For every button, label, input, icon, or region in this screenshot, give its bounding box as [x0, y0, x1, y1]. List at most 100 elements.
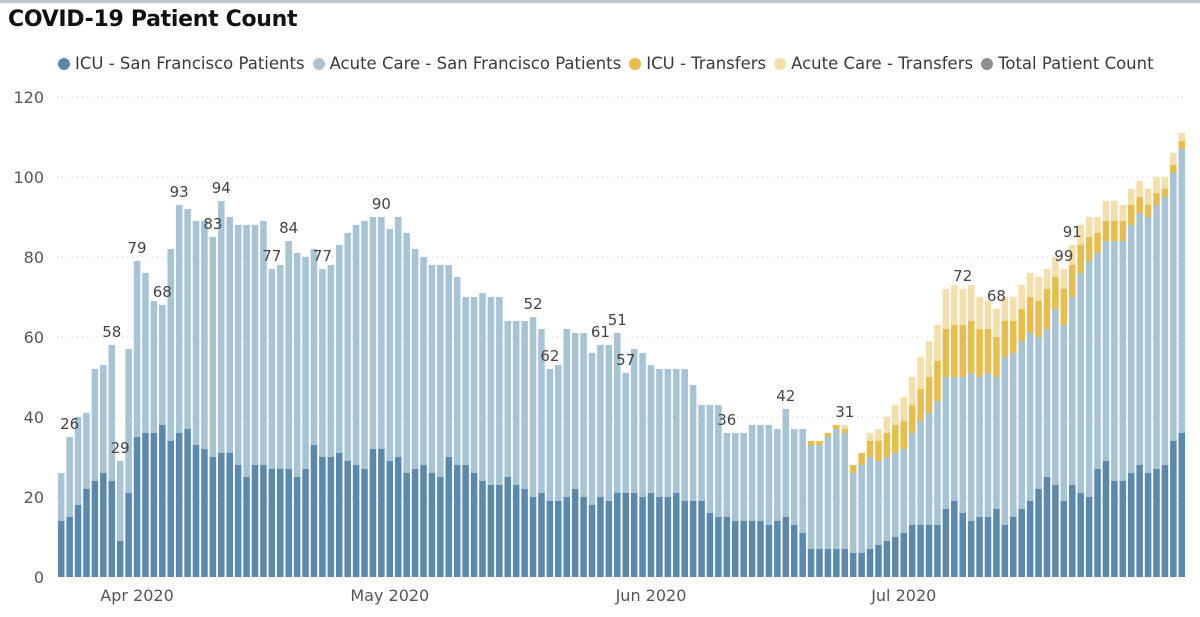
bar-segment-4[interactable]	[967, 285, 975, 321]
bar-segment-1[interactable]	[293, 477, 301, 577]
bar-segment-4[interactable]	[976, 297, 983, 329]
bar-segment-1[interactable]	[790, 525, 798, 577]
bar-segment-2[interactable]	[563, 329, 571, 497]
bar-segment-4[interactable]	[866, 433, 874, 441]
bar-segment-4[interactable]	[917, 357, 924, 389]
bar-segment-2[interactable]	[807, 445, 815, 549]
bar-segment-4[interactable]	[1111, 201, 1118, 221]
bar-segment-2[interactable]	[942, 377, 950, 509]
bar-segment-4[interactable]	[1144, 189, 1152, 205]
bar-segment-2[interactable]	[243, 225, 250, 477]
bar-segment-4[interactable]	[1094, 217, 1101, 233]
bar-segment-1[interactable]	[394, 457, 402, 577]
bar-segment-1[interactable]	[335, 453, 343, 577]
bar-segment-1[interactable]	[361, 469, 368, 577]
bar-segment-1[interactable]	[993, 509, 1000, 577]
bar-segment-2[interactable]	[715, 405, 722, 517]
bar-segment-1[interactable]	[555, 501, 562, 577]
bar-segment-3[interactable]	[833, 425, 840, 429]
bar-segment-1[interactable]	[1102, 461, 1110, 577]
bar-segment-1[interactable]	[546, 501, 554, 577]
bar-segment-3[interactable]	[1127, 205, 1135, 225]
bar-segment-2[interactable]	[639, 353, 646, 497]
bar-segment-2[interactable]	[386, 229, 394, 461]
bar-segment-1[interactable]	[521, 489, 528, 577]
bar-segment-3[interactable]	[1077, 245, 1084, 273]
bar-segment-3[interactable]	[1009, 321, 1017, 353]
bar-segment-1[interactable]	[1119, 481, 1127, 577]
bar-segment-1[interactable]	[243, 477, 250, 577]
bar-segment-2[interactable]	[984, 373, 992, 517]
bar-segment-3[interactable]	[984, 329, 992, 373]
bar-segment-1[interactable]	[639, 497, 646, 577]
bar-segment-1[interactable]	[496, 485, 503, 577]
bar-segment-1[interactable]	[175, 433, 183, 577]
legend-item-icu-sf[interactable]: ICU - San Francisco Patients	[58, 54, 305, 73]
bar-segment-2[interactable]	[167, 249, 175, 441]
bar-segment-1[interactable]	[74, 505, 82, 577]
bar-segment-2[interactable]	[883, 457, 891, 541]
bar-segment-2[interactable]	[799, 429, 806, 533]
bar-segment-3[interactable]	[959, 325, 967, 377]
bar-segment-1[interactable]	[276, 469, 284, 577]
bar-segment-4[interactable]	[925, 341, 933, 377]
bar-segment-1[interactable]	[976, 517, 983, 577]
bar-segment-2[interactable]	[875, 461, 882, 545]
bar-segment-1[interactable]	[1001, 525, 1009, 577]
bar-segment-1[interactable]	[1085, 497, 1093, 577]
bar-segment-4[interactable]	[934, 325, 941, 361]
bar-segment-1[interactable]	[630, 493, 638, 577]
bar-segment-3[interactable]	[1043, 289, 1051, 329]
bar-segment-2[interactable]	[731, 433, 739, 521]
bar-segment-2[interactable]	[411, 249, 419, 469]
bar-segment-3[interactable]	[807, 441, 815, 445]
bar-segment-2[interactable]	[1127, 225, 1135, 473]
bar-segment-2[interactable]	[462, 297, 469, 465]
bar-segment-2[interactable]	[74, 417, 82, 505]
bar-segment-3[interactable]	[883, 433, 891, 457]
bar-segment-2[interactable]	[1144, 217, 1152, 473]
bar-segment-2[interactable]	[1094, 253, 1101, 469]
bar-segment-1[interactable]	[706, 513, 714, 577]
bar-segment-2[interactable]	[614, 333, 621, 493]
bar-segment-1[interactable]	[731, 521, 739, 577]
bar-segment-3[interactable]	[841, 429, 849, 433]
bar-segment-2[interactable]	[681, 369, 688, 501]
bar-segment-3[interactable]	[1068, 265, 1076, 297]
bar-segment-1[interactable]	[959, 513, 967, 577]
bar-segment-1[interactable]	[352, 465, 360, 577]
bar-segment-4[interactable]	[1127, 189, 1135, 205]
bar-segment-3[interactable]	[1094, 233, 1101, 253]
bar-segment-1[interactable]	[681, 501, 688, 577]
bar-segment-2[interactable]	[192, 221, 200, 445]
bar-segment-2[interactable]	[580, 333, 587, 497]
bar-segment-3[interactable]	[1102, 221, 1110, 241]
bar-segment-2[interactable]	[790, 429, 798, 525]
bar-segment-2[interactable]	[420, 257, 427, 465]
bar-segment-4[interactable]	[1153, 177, 1160, 193]
bar-segment-1[interactable]	[260, 465, 267, 577]
bar-segment-2[interactable]	[740, 433, 747, 521]
bar-segment-1[interactable]	[875, 545, 882, 577]
bar-segment-1[interactable]	[108, 481, 116, 577]
bar-segment-1[interactable]	[614, 493, 621, 577]
bar-segment-4[interactable]	[892, 405, 899, 425]
bar-segment-1[interactable]	[900, 533, 908, 577]
bar-segment-3[interactable]	[824, 433, 832, 437]
bar-segment-1[interactable]	[344, 461, 351, 577]
bar-segment-1[interactable]	[453, 465, 461, 577]
bar-segment-1[interactable]	[66, 517, 73, 577]
bar-segment-2[interactable]	[959, 377, 967, 513]
bar-segment-1[interactable]	[1144, 473, 1152, 577]
bar-segment-3[interactable]	[866, 441, 874, 457]
bar-segment-2[interactable]	[100, 365, 107, 473]
bar-segment-2[interactable]	[327, 265, 335, 457]
bar-segment-1[interactable]	[908, 525, 916, 577]
bar-segment-3[interactable]	[1085, 237, 1093, 261]
bar-segment-1[interactable]	[934, 525, 941, 577]
bar-segment-1[interactable]	[302, 469, 309, 577]
bar-segment-4[interactable]	[1052, 257, 1059, 277]
bar-segment-2[interactable]	[260, 221, 267, 465]
bar-segment-2[interactable]	[1035, 337, 1042, 489]
bar-segment-2[interactable]	[1052, 309, 1059, 485]
